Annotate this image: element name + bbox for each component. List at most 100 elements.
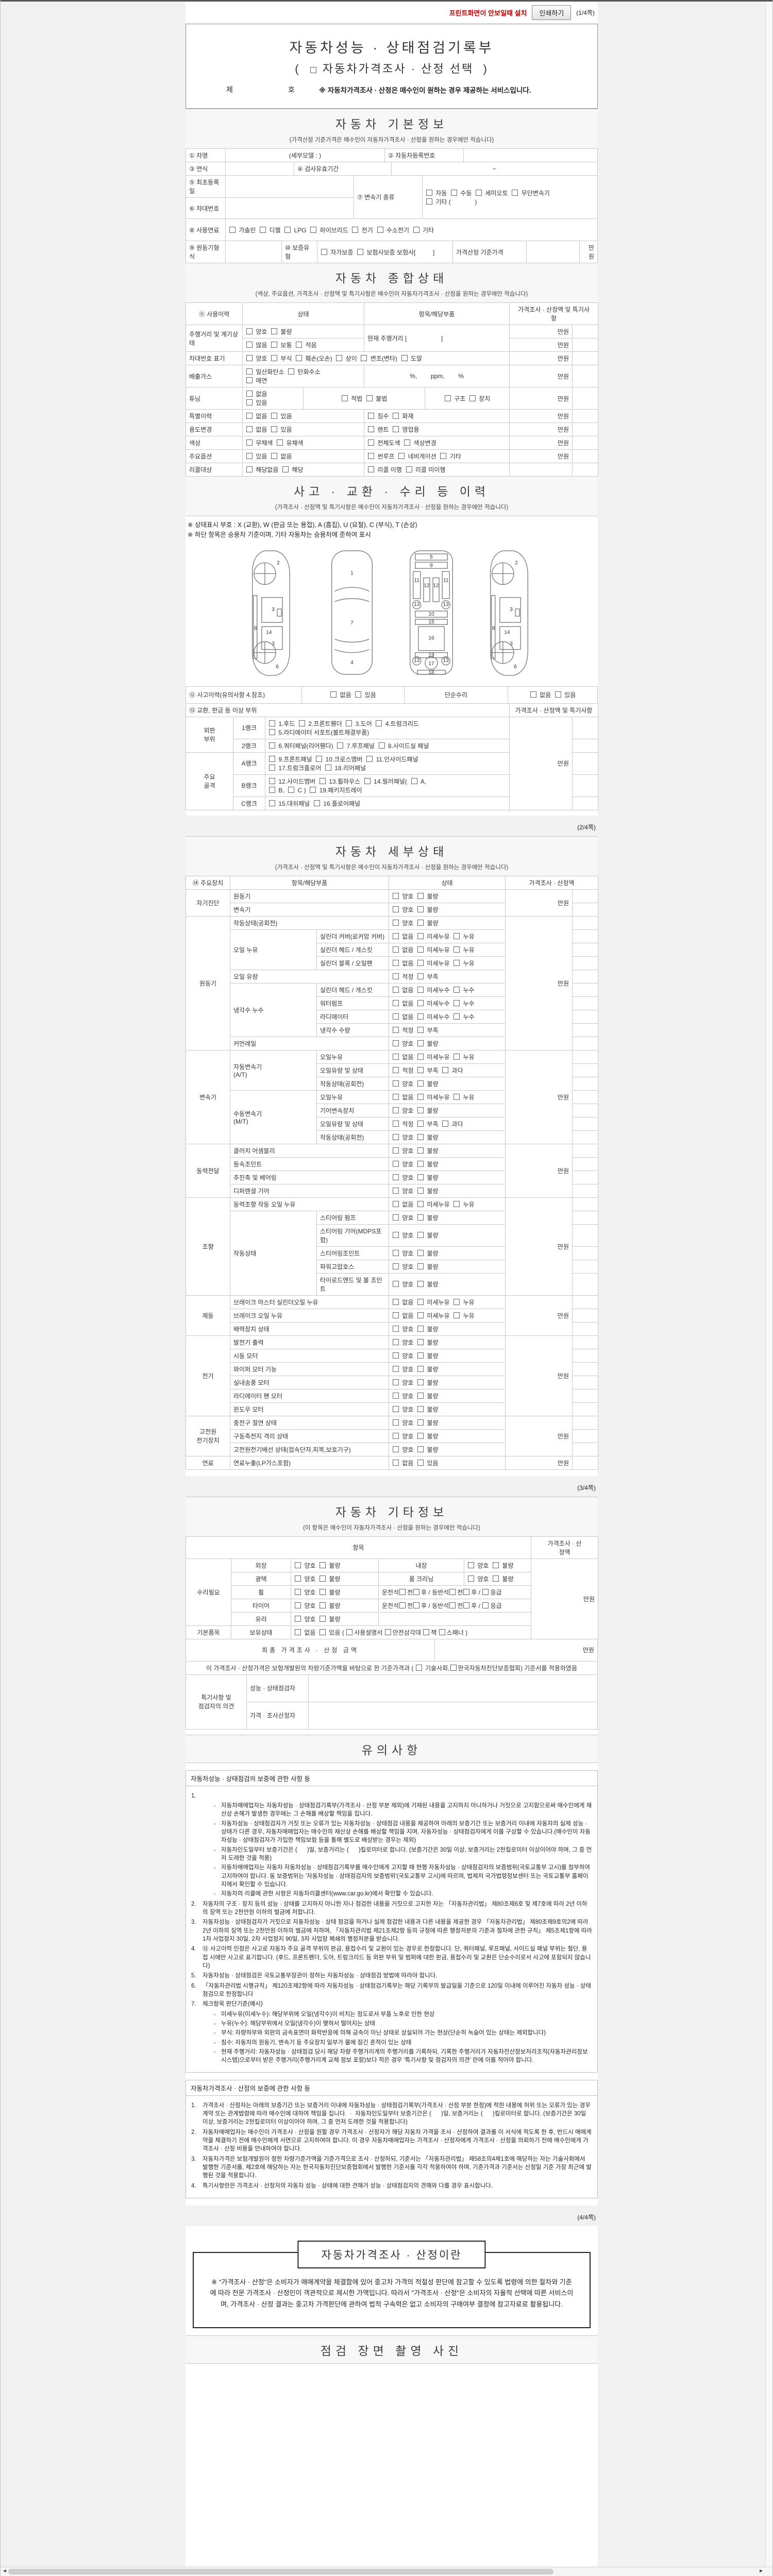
page-gap: (2/4쪽) (186, 815, 598, 836)
install-hint-link[interactable]: 프린트화면이 안보일때 설치 (449, 9, 527, 17)
notice-number: 2. (191, 2129, 196, 2136)
checkbox-icon (346, 720, 352, 726)
check-options: 6.쿼터패널(리어휀다) 7.루프패널 8.사이드실 패널 (265, 738, 510, 753)
checkbox-icon (417, 1040, 424, 1046)
final-price-label: 최종 가격조사 · 산정 금액 (186, 1638, 435, 1662)
section-detail-condition-header: 자동차 세부상태 (가격조사 · 산정액 및 특기사항은 매수인이 자동차가격조… (186, 836, 598, 876)
checkbox-icon (393, 1281, 399, 1287)
checkbox-icon (449, 1588, 456, 1595)
notice-number: 4. (191, 1946, 196, 1953)
state-options: 없음 미세누유 누유 (389, 956, 506, 970)
price-note-cell (572, 1455, 599, 1470)
price-note-cell (572, 365, 599, 387)
checkbox-icon (393, 1053, 399, 1060)
scroll-left-arrow[interactable]: ◄ (2, 2568, 7, 2574)
checkbox-icon (337, 742, 344, 749)
row-label: ⑬ 교환, 판금 등 이상 부위 (186, 703, 510, 717)
checkbox-icon (417, 1066, 424, 1073)
basic-info-row-2: ③ 연식 ④ 검사유효기간 ~ (186, 162, 598, 176)
checkbox-icon (393, 1093, 399, 1100)
legend-line-1: ※ 상태표시 부호 : X (교환), W (판금 또는 용접), A (흠집)… (188, 521, 417, 529)
price-unit: 만원 (505, 1143, 573, 1198)
item-label: 오일유량 및 상태 (316, 1063, 390, 1077)
device-label: 전기 (186, 1335, 230, 1416)
item-label: 타이어 (231, 1598, 291, 1613)
state-options: 양호 불량 (389, 1273, 506, 1296)
price-unit: 만원 (505, 916, 573, 1050)
section-notice-header: 유의사항 (186, 1734, 598, 1763)
section-title: 유의사항 (361, 1743, 422, 1757)
item-label: 외장 (231, 1558, 291, 1572)
checkbox-icon (482, 1602, 489, 1608)
horizontal-scrollbar-thumb[interactable] (8, 2569, 553, 2574)
notice-number: 1. (191, 2102, 196, 2109)
price-note-cell (572, 902, 599, 917)
bullet-icon: ▫ (214, 1821, 216, 1826)
notice-block-price: 자동차가격조사 · 산정의 보증에 관한 사항 등 1. 가격조사 · 산정자는 … (186, 2079, 598, 2198)
notice-item: 1. 가격조사 · 산정자는 아래의 보증기간 또는 보증거리 이내에 자동차성능… (191, 2102, 592, 2127)
checkbox-icon (482, 1588, 489, 1595)
checkbox-icon (417, 919, 424, 926)
detail-row: 윈도우 모터 양호 불량 (186, 1402, 599, 1416)
checkbox-icon (439, 1629, 445, 1635)
notice-bullet: ▫ 자동차성능 · 상태점검자가 거짓 또는 오류가 있는 자동차성능 · 상태점… (214, 1820, 592, 1845)
checkbox-icon (246, 368, 253, 375)
price-unit: 만원 (509, 365, 573, 387)
checkbox-icon (319, 777, 326, 784)
price-note-cell (572, 325, 599, 338)
check-options: 무채색 유채색 (242, 436, 364, 450)
notice-bullet: ▫ 부식: 차량하부와 외판의 금속표면이 화학반응에 의해 금속이 아닌 상태로… (214, 2029, 592, 2037)
state-options: 없음 미세누수 누수 (389, 1009, 506, 1024)
price-note-cell (572, 1335, 599, 1349)
checkbox-icon (320, 1602, 326, 1608)
state-options: 양호 불량 (389, 1170, 506, 1184)
price-note-cell (572, 1090, 599, 1104)
notice-block-title: 자동차가격조사 · 산정의 보증에 관한 사항 등 (186, 2080, 597, 2096)
checkbox-icon (417, 1365, 424, 1372)
price-basis-table: 이 가격조사 · 산정가격은 보험개발원의 차량기준가액을 바탕으로 한 기준가… (186, 1660, 598, 1675)
state-options: 없음 미세누유 누유 (389, 1049, 506, 1064)
price-note-cell (572, 1170, 599, 1184)
price-note-cell (572, 1224, 599, 1247)
detail-row: 구동축전지 격리 상태 양호 불량 (186, 1429, 599, 1443)
state-options: 없음 미세누유 누유 (389, 1197, 506, 1211)
checkbox-icon (417, 999, 424, 1006)
checkbox-icon (440, 453, 447, 459)
basic-info-row-5: ⑧ 사용연료 가솔린 디젤 LPG 하이브리드 전기 수소전기 기타 (186, 218, 598, 241)
price-unit: 만원 (505, 1295, 573, 1336)
price-note-cell (572, 774, 599, 797)
checkbox-icon (384, 1629, 391, 1635)
checkbox-icon (271, 328, 278, 334)
bullet-icon: ▫ (214, 2011, 216, 2017)
checkbox-icon (393, 1352, 399, 1359)
check-options: 전체도색 색상변경 (363, 436, 510, 450)
print-button[interactable]: 인쇄하기 (532, 5, 572, 20)
checkbox-icon (493, 1575, 499, 1582)
group-label: 오일 누유 (230, 929, 317, 970)
state-options: 양호 불량 (389, 1246, 506, 1260)
detail-row: 실린더 블록 / 오일팬 없음 미세누유 누유 (186, 956, 599, 970)
diagram-part-number: 13 (414, 602, 420, 607)
checkbox-icon (453, 999, 460, 1006)
checkbox-icon (393, 1365, 399, 1372)
state-options: 양호 불량 (389, 1429, 506, 1443)
detail-row: 디퍼렌셜 기어 양호 불량 (186, 1183, 599, 1198)
detail-row: 작동상태 스티어링 펌프 양호 불량 (186, 1210, 599, 1296)
checkbox-icon (417, 1392, 424, 1399)
notice-text: 가격조사 · 산정자는 아래의 보증기간 또는 보증거리 이내에 자동차성능 ·… (203, 2102, 591, 2126)
row-label: 색상 (186, 436, 243, 450)
section-title: 자동차 종합상태 (335, 272, 448, 285)
page-marker-1: (1/4쪽) (576, 9, 595, 16)
scroll-right-arrow[interactable]: ► (759, 2568, 764, 2574)
state-options: 없음 미세누유 누유 (389, 942, 506, 957)
checkbox-icon (399, 1602, 406, 1608)
checkbox-icon (417, 1379, 424, 1385)
checkbox-icon (393, 1107, 399, 1113)
vertical-scrollbar[interactable] (765, 2, 772, 2567)
price-unit: 만원 (509, 409, 573, 423)
checkbox-icon (393, 1200, 399, 1207)
section-subtitle: (색상, 주요옵션, 가격조사 · 산정액 및 특기사항은 매수인이 자동차가격… (255, 291, 528, 297)
diagram-part-number: 15 (428, 619, 434, 625)
checkbox-icon (393, 1040, 399, 1046)
horizontal-scrollbar[interactable]: ◄ ► (0, 2567, 773, 2576)
